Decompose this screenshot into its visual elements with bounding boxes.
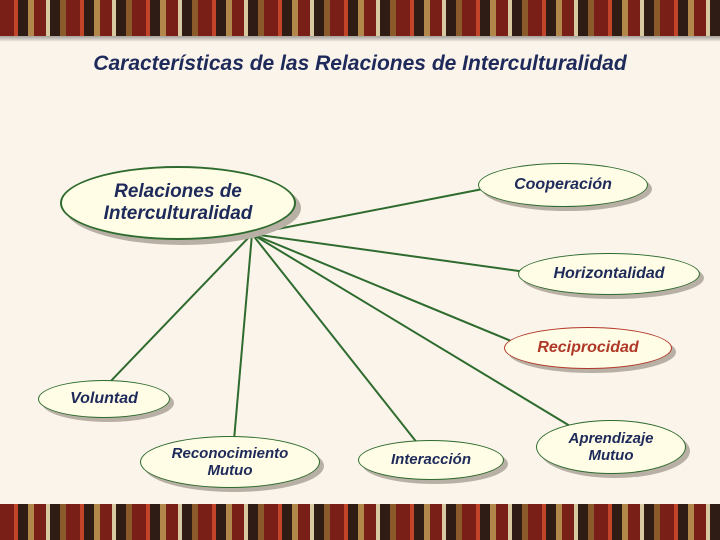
- node-label-reciprocidad: Reciprocidad: [537, 339, 638, 357]
- connector-to-interaccion: [252, 234, 418, 444]
- connector-to-aprendizaje: [252, 234, 570, 426]
- node-reciprocidad: Reciprocidad: [504, 327, 672, 369]
- node-horizontalidad: Horizontalidad: [518, 253, 700, 295]
- connector-to-voluntad: [108, 234, 252, 384]
- decorative-band-bottom: [0, 504, 720, 540]
- node-label-central: Relaciones de Interculturalidad: [104, 181, 253, 225]
- node-voluntad: Voluntad: [38, 380, 170, 418]
- connector-to-reconocimiento: [234, 234, 252, 440]
- slide-title: Características de las Relaciones de Int…: [0, 52, 720, 76]
- connector-to-horizontalidad: [252, 234, 526, 272]
- node-label-horizontalidad: Horizontalidad: [553, 265, 664, 283]
- node-interaccion: Interacción: [358, 440, 504, 480]
- slide-canvas: Características de las Relaciones de Int…: [0, 0, 720, 540]
- node-central: Relaciones de Interculturalidad: [60, 166, 296, 240]
- connector-to-reciprocidad: [252, 234, 516, 343]
- node-label-interaccion: Interacción: [391, 451, 471, 468]
- node-label-reconocimiento: Reconocimiento Mutuo: [172, 445, 289, 480]
- decorative-band-top: [0, 0, 720, 36]
- node-reconocimiento: Reconocimiento Mutuo: [140, 436, 320, 488]
- node-cooperacion: Cooperación: [478, 163, 648, 207]
- node-aprendizaje: Aprendizaje Mutuo: [536, 420, 686, 474]
- node-label-voluntad: Voluntad: [70, 390, 138, 408]
- band-shadow: [0, 36, 720, 42]
- node-label-cooperacion: Cooperación: [514, 176, 612, 194]
- node-label-aprendizaje: Aprendizaje Mutuo: [568, 430, 653, 465]
